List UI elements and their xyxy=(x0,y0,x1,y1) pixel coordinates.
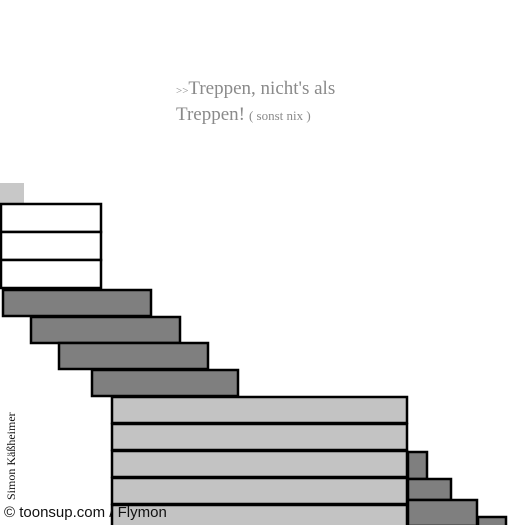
small-dark-step xyxy=(406,477,453,502)
caption-line2-text: Treppen! xyxy=(176,104,245,125)
light-step xyxy=(110,395,409,425)
small-dark-step xyxy=(406,498,479,525)
white-step xyxy=(0,258,103,290)
credit-text: © toonsup.com / Flymon xyxy=(4,504,167,521)
caption-prefix: >> xyxy=(176,85,189,97)
white-step xyxy=(0,230,103,262)
dark-step xyxy=(57,341,210,371)
dark-step xyxy=(90,368,240,398)
caption-line-2: Treppen! ( sonst nix ) xyxy=(176,103,335,127)
dark-step xyxy=(29,315,182,345)
light-step xyxy=(110,422,409,452)
small-dark-step xyxy=(406,450,429,481)
caption: >>Treppen, nicht's als Treppen! ( sonst … xyxy=(176,77,335,127)
artist-signature: Simon Käßheimer xyxy=(4,412,18,500)
white-step xyxy=(0,202,103,234)
caption-line1-text: Treppen, nicht's als xyxy=(188,78,336,99)
caption-line-1: >>Treppen, nicht's als xyxy=(176,77,335,103)
top-gray-block xyxy=(0,183,24,203)
light-step xyxy=(110,476,409,506)
small-dark-step xyxy=(476,515,508,525)
light-step xyxy=(110,449,409,479)
caption-aside: ( sonst nix ) xyxy=(248,108,311,123)
dark-step xyxy=(1,288,153,318)
